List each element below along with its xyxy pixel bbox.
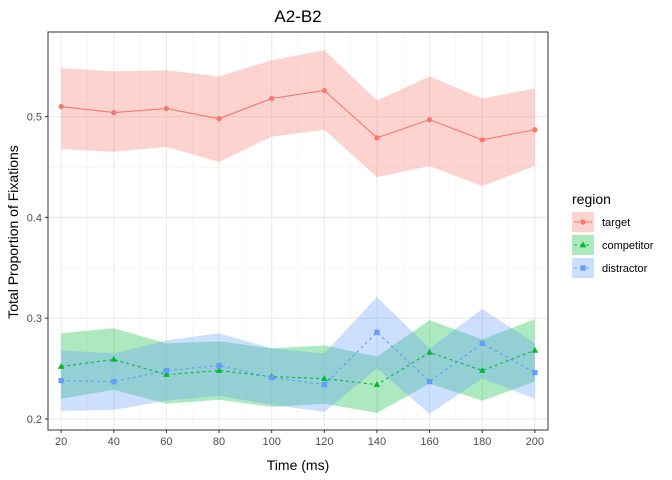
point-target bbox=[426, 117, 433, 123]
plot-panel bbox=[47, 31, 549, 431]
point-distractor bbox=[163, 367, 170, 374]
x-tick-label: 60 bbox=[160, 436, 172, 448]
legend-marker-target bbox=[580, 219, 586, 225]
legend: region target competitor distractor bbox=[572, 191, 654, 278]
point-competitor bbox=[426, 348, 433, 355]
point-distractor bbox=[321, 382, 327, 388]
point-distractor bbox=[216, 362, 222, 369]
y-tick-label: 0.4 bbox=[27, 212, 42, 224]
point-target bbox=[532, 127, 538, 133]
legend-label-target: target bbox=[602, 217, 630, 229]
point-distractor bbox=[532, 369, 538, 376]
point-target bbox=[321, 87, 327, 94]
x-tick-label: 40 bbox=[108, 436, 120, 448]
y-axis: 0.2 0.3 0.4 0.5 bbox=[27, 112, 48, 426]
point-target bbox=[58, 103, 64, 110]
ribbon-competitor bbox=[61, 319, 535, 413]
x-axis-label: Time (ms) bbox=[267, 457, 329, 473]
y-tick-label: 0.5 bbox=[27, 112, 42, 124]
point-distractor bbox=[58, 378, 64, 384]
line-distractor bbox=[61, 331, 536, 386]
point-target bbox=[111, 110, 117, 116]
chart-title: A2-B2 bbox=[274, 7, 321, 26]
point-target bbox=[374, 135, 380, 141]
point-distractor bbox=[111, 379, 117, 385]
ribbon-target bbox=[61, 50, 535, 187]
grid-minor bbox=[48, 32, 548, 430]
point-target bbox=[269, 95, 275, 102]
x-axis: 20 40 60 80 100 120 140 160 180 200 bbox=[55, 430, 544, 448]
point-competitor bbox=[163, 370, 170, 377]
legend-title: region bbox=[572, 191, 611, 207]
legend-label-distractor: distractor bbox=[602, 263, 648, 275]
point-distractor bbox=[374, 329, 380, 335]
point-target bbox=[216, 116, 222, 122]
point-competitor bbox=[321, 375, 328, 381]
point-competitor bbox=[531, 346, 539, 353]
x-tick-label: 140 bbox=[368, 436, 386, 448]
line-competitor bbox=[61, 349, 536, 386]
x-tick-label: 120 bbox=[315, 436, 333, 448]
point-target bbox=[163, 105, 170, 112]
legend-marker-distractor bbox=[580, 265, 586, 271]
point-distractor bbox=[269, 375, 275, 381]
legend-label-competitor: competitor bbox=[602, 240, 654, 252]
point-distractor bbox=[426, 379, 433, 385]
point-competitor bbox=[373, 381, 381, 387]
point-competitor bbox=[57, 362, 65, 369]
panel-border bbox=[47, 31, 549, 431]
x-tick-label: 100 bbox=[263, 436, 281, 448]
x-tick-label: 200 bbox=[526, 436, 544, 448]
y-tick-label: 0.2 bbox=[27, 414, 42, 426]
y-axis-label: Total Proportion of Fixations bbox=[5, 145, 21, 319]
point-competitor bbox=[478, 366, 486, 373]
x-tick-label: 80 bbox=[213, 436, 225, 448]
point-distractor bbox=[479, 340, 485, 346]
y-tick-label: 0.3 bbox=[27, 313, 42, 325]
confidence-ribbons bbox=[61, 50, 535, 414]
point-competitor bbox=[110, 355, 118, 362]
point-competitor bbox=[215, 366, 223, 373]
x-tick-label: 180 bbox=[473, 436, 491, 448]
point-target bbox=[479, 137, 485, 143]
series-lines bbox=[61, 89, 536, 386]
series-points bbox=[57, 87, 539, 388]
ribbon-distractor bbox=[61, 296, 535, 414]
x-tick-label: 160 bbox=[420, 436, 438, 448]
x-tick-label: 20 bbox=[55, 436, 67, 448]
legend-marker-competitor bbox=[579, 241, 587, 248]
line-target bbox=[61, 89, 535, 141]
